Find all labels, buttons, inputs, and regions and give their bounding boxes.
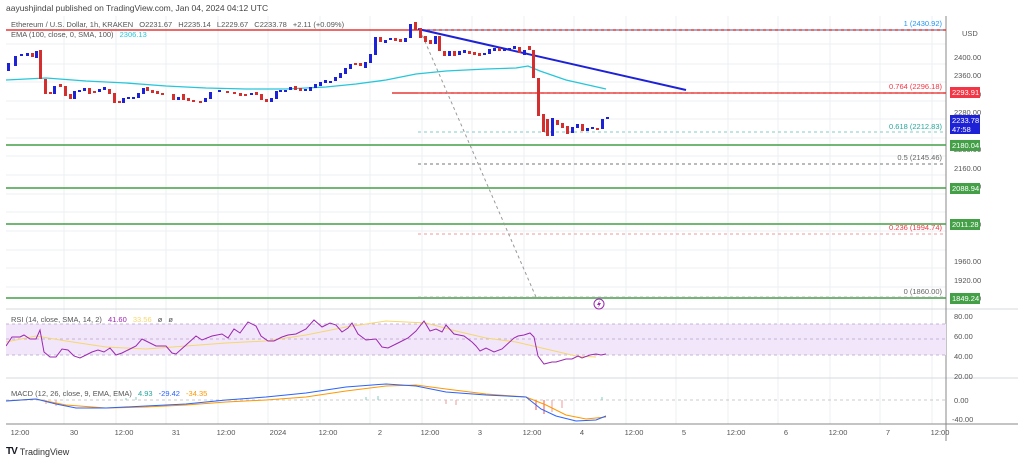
tradingview-logo-icon: TV [6, 446, 18, 457]
ohlc-change: +2.11 (+0.09%) [292, 20, 345, 29]
candlesticks [7, 22, 609, 136]
svg-text:2: 2 [378, 428, 382, 437]
fib-label-0236: 0.236 (1994.74) [889, 223, 942, 232]
macd-line [5, 383, 607, 422]
rsi-sma-value: 33.56 [132, 315, 152, 324]
price-badges: 2293.91 2233.78 47:58 2180.04 2088.94 20… [950, 87, 980, 304]
macd-signal-value: -34.35 [186, 389, 208, 398]
ohlc-low: L2229.67 [216, 20, 249, 29]
svg-text:1960.00: 1960.00 [954, 257, 981, 266]
svg-text:1920.00: 1920.00 [954, 276, 981, 285]
rsi-label: RSI (14, close, SMA, 14, 2) [11, 315, 102, 324]
chart-container[interactable]: 1 (2430.92) 0.764 (2296.18) 0.618 (2212.… [5, 16, 1018, 441]
grid [6, 16, 946, 424]
resistance-lines [6, 29, 946, 94]
rsi-value: 41.60 [107, 315, 127, 324]
macd-legend: MACD (12, 26, close, 9, EMA, EMA) 4.93 -… [11, 389, 211, 398]
fib-label-05: 0.5 (2145.46) [897, 153, 942, 162]
badge-last-price: 2233.78 [952, 116, 979, 125]
descending-trendline [417, 28, 687, 91]
macd-label: MACD (12, 26, close, 9, EMA, EMA) [11, 389, 132, 398]
badge-2011: 2011.28 [952, 220, 979, 229]
ema-value: 2306.13 [119, 30, 147, 39]
svg-text:12:00: 12:00 [11, 428, 30, 437]
price-axis: USD 2400.00 2360.00 2320.00 2280.00 2200… [954, 29, 981, 303]
macd-value: -29.42 [158, 389, 180, 398]
fib-label-1: 1 (2430.92) [904, 19, 943, 28]
svg-text:12:00: 12:00 [217, 428, 236, 437]
ohlc-open: O2231.67 [139, 20, 173, 29]
svg-text:2024: 2024 [270, 428, 287, 437]
svg-text:12:00: 12:00 [421, 428, 440, 437]
rsi-extra-2: ø [168, 315, 173, 324]
svg-text:20.00: 20.00 [954, 372, 973, 381]
fib-label-0: 0 (1860.00) [904, 287, 943, 296]
svg-text:12:00: 12:00 [115, 428, 134, 437]
fibonacci-levels [418, 29, 946, 298]
badge-2180: 2180.04 [952, 141, 979, 150]
badge-countdown: 47:58 [952, 125, 971, 134]
time-axis: 12:00 30 12:00 31 12:00 2024 12:00 2 12:… [11, 428, 950, 437]
rsi-sma-line [5, 320, 597, 358]
svg-text:12:00: 12:00 [523, 428, 542, 437]
svg-text:USD: USD [962, 29, 978, 38]
svg-text:0.00: 0.00 [954, 396, 969, 405]
rsi-axis: 80.00 60.00 40.00 20.00 [954, 312, 973, 381]
fib-label-0764: 0.764 (2296.18) [889, 82, 942, 91]
rsi-line [5, 319, 607, 365]
macd-axis: 0.00 -40.00 [952, 396, 973, 424]
svg-text:5: 5 [682, 428, 686, 437]
svg-text:-40.00: -40.00 [952, 415, 973, 424]
rsi-extra-1: ø [157, 315, 163, 324]
ema-100-line [5, 65, 607, 90]
svg-text:12:00: 12:00 [625, 428, 644, 437]
rsi-legend: RSI (14, close, SMA, 14, 2) 41.60 33.56 … [11, 315, 177, 324]
support-lines [6, 144, 946, 299]
badge-2088: 2088.94 [952, 184, 979, 193]
macd-histogram [45, 396, 603, 414]
svg-text:12:00: 12:00 [319, 428, 338, 437]
symbol-name: Ethereum / U.S. Dollar, 1h, KRAKEN [11, 20, 134, 29]
svg-text:3: 3 [478, 428, 482, 437]
published-caption: aayushjindal published on TradingView.co… [6, 3, 269, 13]
svg-text:60.00: 60.00 [954, 332, 973, 341]
badge-2293: 2293.91 [952, 88, 979, 97]
svg-text:40.00: 40.00 [954, 352, 973, 361]
svg-text:12:00: 12:00 [829, 428, 848, 437]
ema-label: EMA (100, close, 0, SMA, 100) [11, 30, 114, 39]
symbol-legend: Ethereum / U.S. Dollar, 1h, KRAKEN O2231… [11, 20, 348, 29]
svg-text:2160.00: 2160.00 [954, 164, 981, 173]
svg-text:2280.00: 2280.00 [954, 108, 981, 117]
svg-text:80.00: 80.00 [954, 312, 973, 321]
brand-name: TradingView [19, 446, 70, 457]
svg-text:12:00: 12:00 [727, 428, 746, 437]
svg-text:12:00: 12:00 [931, 428, 950, 437]
macd-hist-value: 4.93 [137, 389, 153, 398]
svg-text:2360.00: 2360.00 [954, 71, 981, 80]
svg-text:30: 30 [70, 428, 78, 437]
ema-legend: EMA (100, close, 0, SMA, 100) 2306.13 [11, 30, 151, 39]
chart-canvas[interactable]: 1 (2430.92) 0.764 (2296.18) 0.618 (2212.… [5, 16, 1018, 441]
tradingview-footer: TV TradingView [6, 446, 69, 457]
svg-text:7: 7 [886, 428, 890, 437]
svg-text:31: 31 [172, 428, 180, 437]
ohlc-high: H2235.14 [178, 20, 211, 29]
badge-1849: 1849.24 [952, 294, 979, 303]
event-lightning-icon[interactable] [593, 298, 605, 310]
fib-label-0618: 0.618 (2212.83) [889, 122, 942, 131]
ohlc-close: C2233.78 [254, 20, 287, 29]
svg-text:4: 4 [580, 428, 584, 437]
rsi-band [6, 324, 946, 355]
svg-text:6: 6 [784, 428, 788, 437]
svg-text:2400.00: 2400.00 [954, 53, 981, 62]
